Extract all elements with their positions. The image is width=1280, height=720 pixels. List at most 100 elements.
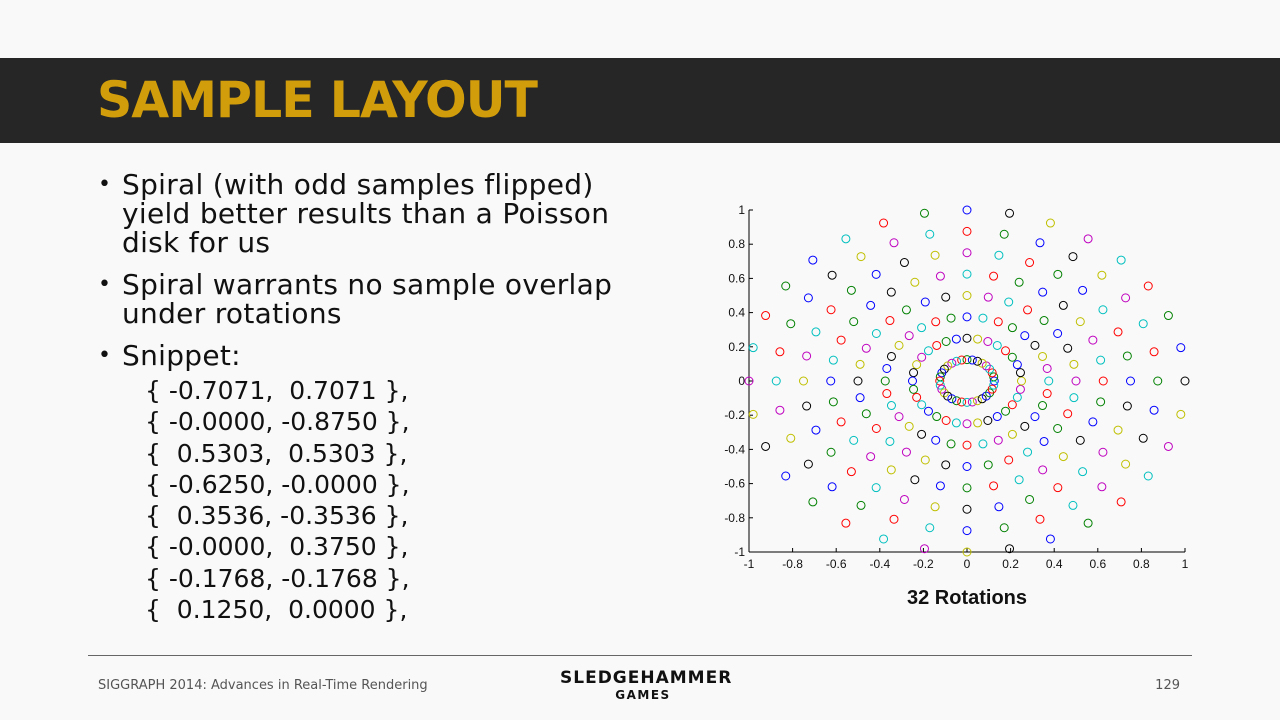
data-point	[989, 380, 999, 390]
data-point	[1068, 252, 1078, 262]
data-point	[802, 351, 812, 361]
data-point	[781, 281, 791, 291]
code-snippet: { -0.7071, 0.7071 }, { -0.0000, -0.8750 …	[145, 375, 410, 625]
data-point	[931, 317, 941, 327]
data-point	[882, 389, 892, 399]
data-point	[1121, 459, 1131, 469]
footer-divider	[88, 655, 1192, 656]
data-point	[826, 305, 836, 315]
data-point	[841, 518, 851, 528]
page-number: 129	[1155, 678, 1180, 693]
data-point	[951, 418, 961, 428]
data-point	[946, 313, 956, 323]
data-point	[1083, 518, 1093, 528]
data-point	[923, 346, 933, 356]
data-point	[1063, 409, 1073, 419]
snippet-line: { 0.3536, -0.3536 },	[145, 501, 409, 531]
data-point	[1143, 471, 1153, 481]
data-point	[962, 355, 972, 365]
data-point	[1138, 319, 1148, 329]
data-point	[939, 388, 949, 398]
data-point	[957, 397, 967, 407]
data-point	[866, 452, 876, 462]
data-point	[983, 337, 993, 347]
data-point	[987, 384, 997, 394]
data-point	[972, 356, 982, 366]
data-point	[1004, 297, 1014, 307]
data-point	[1007, 400, 1017, 410]
data-point	[937, 368, 947, 378]
y-tick-label: 0.2	[728, 340, 745, 354]
data-point	[962, 397, 972, 407]
data-point	[855, 393, 865, 403]
data-point	[932, 340, 942, 350]
data-point	[1153, 376, 1163, 386]
data-point	[1071, 376, 1081, 386]
data-point	[808, 255, 818, 265]
data-point	[846, 467, 856, 477]
data-point	[1122, 401, 1132, 411]
data-point	[925, 229, 935, 239]
data-point	[1039, 436, 1049, 446]
data-point	[941, 415, 951, 425]
x-tick-label: -0.2	[913, 557, 934, 571]
slide-title: SAMPLE LAYOUT	[97, 71, 538, 129]
data-point	[1096, 355, 1106, 365]
data-point	[931, 435, 941, 445]
data-point	[962, 248, 972, 258]
data-point	[1116, 497, 1126, 507]
data-point	[871, 328, 881, 338]
data-point	[1017, 376, 1026, 386]
logo-line1: SLEDGEHAMMER	[560, 668, 733, 688]
data-point	[935, 380, 945, 390]
data-point	[811, 327, 821, 337]
data-point	[889, 514, 899, 524]
data-point	[744, 376, 754, 386]
data-point	[962, 205, 972, 215]
data-point	[1163, 311, 1173, 321]
bullet-dot-icon: •	[98, 172, 112, 197]
data-point	[962, 291, 972, 300]
data-point	[1025, 494, 1035, 504]
data-point	[1098, 376, 1108, 386]
data-point	[849, 317, 859, 327]
data-point	[983, 292, 993, 302]
data-point	[973, 334, 983, 344]
data-point	[978, 439, 988, 449]
data-point	[994, 502, 1004, 512]
data-point	[981, 391, 991, 401]
data-point	[826, 447, 836, 457]
data-point	[972, 396, 982, 406]
data-point	[999, 229, 1009, 239]
data-point	[983, 415, 993, 425]
data-point	[912, 360, 922, 370]
data-point	[1075, 435, 1085, 445]
data-point	[866, 300, 876, 310]
data-point	[935, 376, 945, 386]
data-point	[962, 504, 972, 514]
bullet-text: Spiral warrants no sample overlap under …	[122, 268, 613, 330]
data-point	[901, 447, 911, 457]
data-point	[904, 421, 914, 431]
x-tick-label: 0.8	[1133, 557, 1150, 571]
data-point	[989, 376, 999, 386]
data-point	[909, 368, 919, 378]
data-point	[748, 409, 758, 419]
snippet-line: { 0.1250, 0.0000 },	[145, 595, 408, 625]
data-point	[1149, 405, 1159, 415]
data-point	[962, 419, 972, 429]
data-point	[1088, 417, 1098, 427]
data-point	[923, 406, 933, 416]
data-point	[808, 497, 818, 507]
data-point	[803, 293, 813, 303]
data-point	[985, 364, 995, 374]
data-point	[849, 435, 859, 445]
data-point	[1068, 500, 1078, 510]
data-point	[1035, 514, 1045, 524]
data-point	[775, 347, 785, 357]
data-point	[1025, 258, 1035, 268]
data-point	[1097, 270, 1107, 280]
data-point	[1012, 360, 1022, 370]
data-point	[947, 394, 957, 404]
data-point	[871, 424, 881, 434]
